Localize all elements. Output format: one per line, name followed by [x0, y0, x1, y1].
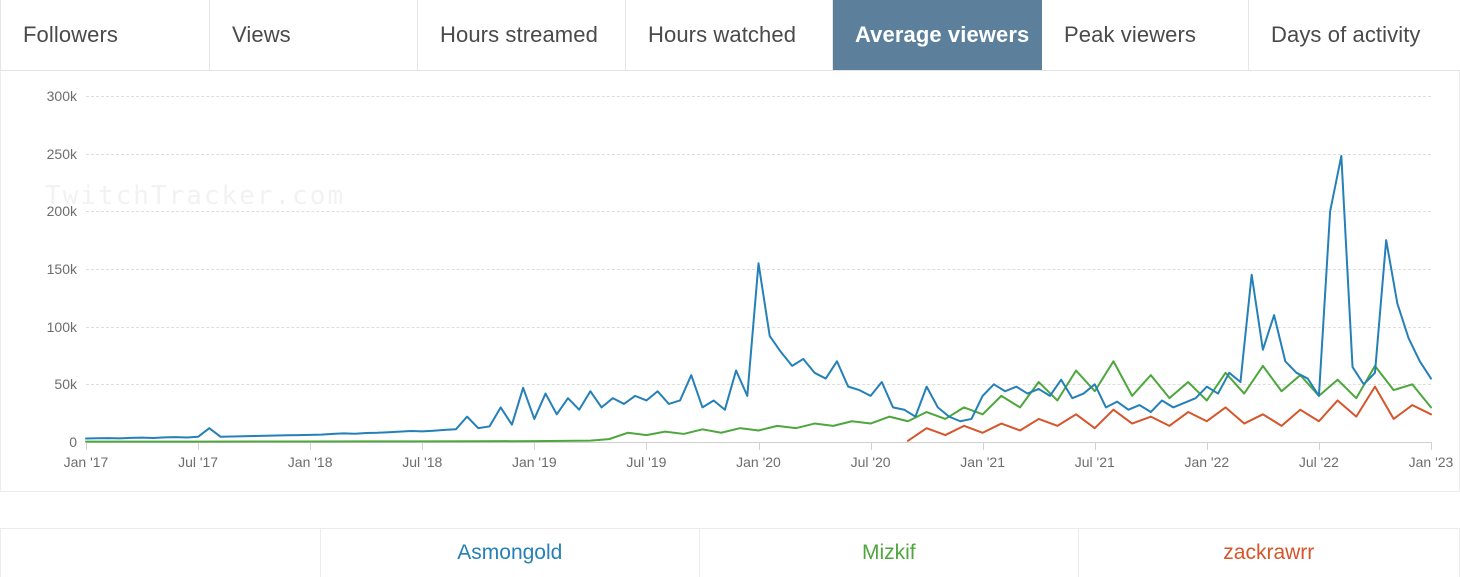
y-axis-tick-label: 100k [46, 318, 77, 335]
legend-label: zackrawrr [1223, 541, 1315, 564]
x-axis-tick-label: Jan '18 [287, 454, 333, 470]
chart-series-layer [85, 154, 1432, 443]
x-axis-tick-label: Jan '23 [1408, 454, 1454, 470]
tab-label: Hours watched [648, 22, 797, 47]
x-axis-tick [870, 442, 872, 450]
x-axis-tick-label: Jul '21 [1074, 454, 1115, 470]
legend-item-asmongold[interactable]: Asmongold [321, 529, 701, 577]
x-axis-tick-label: Jan '17 [63, 454, 109, 470]
legend-item-zackrawrr[interactable]: zackrawrr [1079, 529, 1459, 577]
tab-hours-watched[interactable]: Hours watched [626, 0, 833, 70]
tab-label: Days of activity [1271, 22, 1421, 47]
x-axis-tick [198, 442, 200, 450]
series-line-mizkif [85, 360, 1432, 443]
x-axis-tick [534, 442, 536, 450]
x-axis-tick [1206, 442, 1208, 450]
x-axis-tick-label: Jul '20 [850, 454, 891, 470]
chart-gridline [86, 384, 1431, 386]
y-axis-tick-label: 250k [46, 145, 77, 162]
legend-item-mizkif[interactable]: Mizkif [700, 529, 1079, 577]
series-line-zackrawrr [906, 385, 1432, 442]
channel-legend: Asmongold Mizkif zackrawrr [0, 528, 1460, 577]
tab-label: Views [232, 22, 291, 47]
x-axis-tick [758, 442, 760, 450]
x-axis-tick [1431, 442, 1432, 450]
twitchtracker-watermark: TwitchTracker.com [45, 181, 346, 211]
legend-cell-empty [1, 529, 321, 577]
panel-spacer [0, 492, 1460, 528]
y-axis-tick-label: 200k [46, 203, 77, 220]
y-axis-tick-label: 300k [46, 88, 77, 104]
y-axis-tick-label: 0 [69, 434, 77, 450]
x-axis-tick-label: Jul '17 [178, 454, 219, 470]
chart-gridline [86, 153, 1431, 155]
x-axis-tick [310, 442, 312, 450]
tab-average-viewers[interactable]: Average viewers [833, 0, 1042, 70]
x-axis-tick-label: Jul '18 [402, 454, 443, 470]
y-axis-tick-label: 150k [46, 261, 77, 277]
series-line-asmongold [85, 154, 1432, 440]
tab-days-of-activity[interactable]: Days of activity [1249, 0, 1460, 70]
tab-views[interactable]: Views [210, 0, 418, 70]
x-axis-tick [86, 442, 87, 450]
metric-tab-bar: Followers Views Hours streamed Hours wat… [0, 0, 1460, 71]
x-axis-tick-label: Jan '22 [1184, 454, 1230, 470]
tab-label: Hours streamed [440, 22, 598, 47]
x-axis-tick [422, 442, 424, 450]
tab-label: Followers [23, 22, 119, 47]
tab-peak-viewers[interactable]: Peak viewers [1042, 0, 1249, 70]
y-axis-tick-label: 50k [54, 376, 77, 393]
tab-label: Peak viewers [1064, 22, 1197, 47]
x-axis-tick-label: Jan '21 [960, 454, 1006, 470]
tab-hours-streamed[interactable]: Hours streamed [418, 0, 626, 70]
x-axis-tick [1318, 442, 1320, 450]
average-viewers-chart-panel: TwitchTracker.com 0 50k 100k 150k 200k 250k 30… [0, 71, 1460, 492]
x-axis-tick [982, 442, 984, 450]
x-axis-tick [646, 442, 648, 450]
chart-gridline [86, 326, 1431, 328]
x-axis-tick-label: Jan '20 [736, 454, 781, 470]
x-axis-tick-label: Jan '19 [511, 454, 557, 470]
legend-label: Asmongold [457, 541, 563, 564]
x-axis-tick [1094, 442, 1096, 450]
x-axis-tick-label: Jul '22 [1298, 454, 1339, 470]
legend-label: Mizkif [861, 541, 916, 564]
tab-label: Average viewers [855, 22, 1030, 47]
chart-gridline [86, 211, 1431, 213]
tab-followers[interactable]: Followers [0, 0, 210, 70]
x-axis-tick-label: Jul '19 [626, 454, 667, 470]
chart-gridline [86, 96, 1431, 97]
